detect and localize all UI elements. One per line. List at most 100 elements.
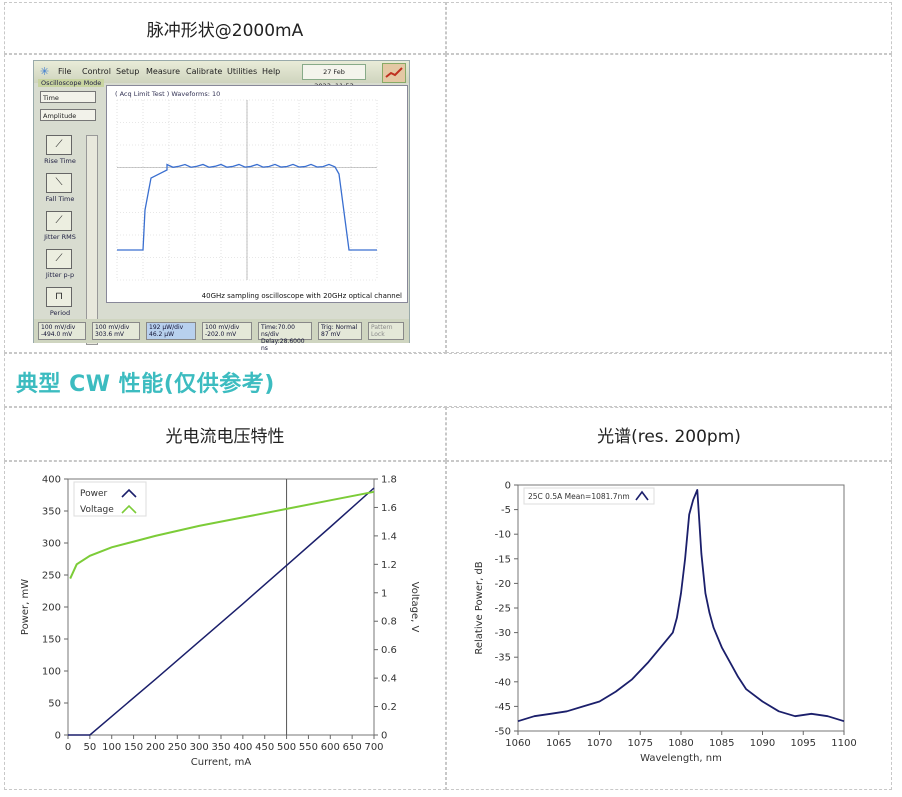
liv-y2-tick-label: 0.8 [381,617,397,628]
liv-legend-swatch [121,488,137,498]
liv-plot-frame [67,478,375,736]
liv-x-tick-label: 650 [343,742,362,753]
spectrum-y-axis-label: Relative Power, dB [474,561,485,654]
amplitude-select[interactable]: Amplitude [40,109,96,121]
rise-edge-icon: ⟋ [55,139,63,150]
spectrum-x-tick-label: 1090 [750,738,775,749]
channel3-status[interactable]: 192 µW/div 46.2 µW [146,322,196,340]
osc-mode-label: Oscilloscope Mode [38,79,105,87]
channel2-status[interactable]: 100 mV/div 303.6 mV [92,322,140,340]
fall-time-button[interactable]: ⟍ [46,173,72,193]
spectrum-x-tick-label: 1095 [791,738,816,749]
liv-x-tick-label: 500 [277,742,296,753]
spectrum-y-tick-label: 0 [505,481,511,492]
jitter-rms-button[interactable]: ⟋ [46,211,72,231]
spectrum-y-tick-label: -40 [495,677,511,688]
menu-setup[interactable]: Setup [116,67,140,76]
menu-utilities[interactable]: Utilities [227,67,258,76]
liv-y-tick-label: 400 [42,475,61,486]
osc-menubar: ✳ File Control Setup Measure Calibrate U… [34,61,409,90]
liv-x-tick-label: 150 [124,742,143,753]
osc-waveform-plot: ( Acq Limit Test ) Waveforms: 10 40GHz s… [115,90,402,300]
spectrum-title: 光谱(res. 200pm) [597,426,741,447]
liv-y2-tick-label: 1.8 [381,475,397,486]
jitter-pp-icon: ⟋ [55,253,63,264]
period-icon: ⊓ [55,291,63,302]
osc-sidebar: Time Amplitude ⟋ Rise Time ⟍ Fall Time ⟋… [38,91,98,345]
spectrum-y-tick-label: -5 [501,505,511,516]
menu-calibrate[interactable]: Calibrate [186,67,223,76]
section-cell [4,353,892,407]
spectrum-x-axis-label: Wavelength, nm [640,753,722,764]
trigger-status[interactable]: Trig: Normal 87 mV [318,322,362,340]
liv-y2-tick-label: 1.2 [381,560,397,571]
period-button[interactable]: ⊓ [46,287,72,307]
spectrum-legend-swatch [635,490,649,501]
liv-legend-swatch [121,504,137,514]
spectrum-x-tick-label: 1060 [505,738,530,749]
liv-title: 光电流电压特性 [165,426,285,447]
liv-chart-cell [4,461,446,790]
fall-time-label: Fall Time [45,195,75,203]
menu-help[interactable]: Help [262,67,281,76]
spectrum-series-line [517,489,845,723]
timebase-status[interactable]: Time:70.00 ns/div Delay:28.6000 ns [258,322,312,352]
osc-scrollbar[interactable] [86,135,98,345]
spectrum-x-tick-label: 1065 [546,738,571,749]
osc-date-time: 27 Feb 2023 11:53 [302,64,366,90]
pulse-title: 脉冲形状@2000mA [146,20,304,41]
liv-y2-axis-label: Voltage, V [409,582,420,633]
menu-control[interactable]: Control [82,67,111,76]
spectrum-y-tick-label: -35 [495,653,511,664]
liv-x-tick-label: 250 [168,742,187,753]
spectrum-y-tick-label: -10 [495,530,511,541]
rise-time-button[interactable]: ⟋ [46,135,72,155]
spectrum-y-tick-label: -20 [495,579,511,590]
spectrum-x-tick-label: 1075 [628,738,653,749]
jitter-pp-button[interactable]: ⟋ [46,249,72,269]
liv-legend-label: Voltage [80,505,114,515]
rise-time-label: Rise Time [44,157,76,165]
liv-y-tick-label: 150 [42,635,61,646]
spectrum-legend-box [523,487,655,505]
liv-title-cell: 光电流电压特性 [4,407,446,461]
liv-x-tick-label: 200 [146,742,165,753]
liv-y2-tick-label: 0.4 [381,674,397,685]
spectrum-y-tick-label: -30 [495,628,511,639]
spectrum-chart-cell [446,461,892,790]
osc-statusbar: 100 mV/div -494.0 mV 100 mV/div 303.6 mV 1… [34,319,409,352]
liv-y2-tick-label: 0 [381,731,387,742]
jitter-icon: ⟋ [55,215,63,226]
spectrum-x-tick-label: 1085 [709,738,734,749]
liv-legend-label: Power [80,489,108,499]
liv-x-tick-label: 400 [233,742,252,753]
spectrum-chart: 1060 1065 1070 1075 1080 1085 1090 1095 1100 0 -5 -… [474,481,857,765]
scope-logo-icon[interactable] [382,63,406,83]
liv-y2-tick-label: 1.4 [381,531,397,542]
spectrum-x-tick-label: 1070 [587,738,612,749]
spectrum-x-tick-label: 1080 [668,738,693,749]
liv-legend: Power Voltage [73,481,147,517]
pattern-lock-button[interactable]: Pattern Lock [368,322,404,340]
liv-x-tick-label: 350 [211,742,230,753]
spectrum-legend: 25C 0.5A Mean=1081.7nm [523,487,655,505]
liv-y-tick-label: 200 [42,603,61,614]
time-select[interactable]: Time [40,91,96,103]
liv-series-voltage [69,490,375,580]
fall-edge-icon: ⟍ [55,177,63,188]
liv-x-tick-label: 100 [102,742,121,753]
liv-series-power [68,487,375,736]
liv-x-tick-label: 50 [83,742,96,753]
menu-measure[interactable]: Measure [146,67,180,76]
liv-y-tick-label: 250 [42,571,61,582]
liv-x-tick-label: 450 [255,742,274,753]
menu-file[interactable]: File [58,67,72,76]
liv-y-tick-label: 300 [42,539,61,550]
spectrum-y-tick-label: -50 [495,727,511,738]
liv-y-tick-label: 50 [48,699,61,710]
pulse-title-cell: 脉冲形状@2000mA [4,2,446,54]
channel1-status[interactable]: 100 mV/div -494.0 mV [38,322,86,340]
osc-grid [116,99,378,281]
channel4-status[interactable]: 100 mV/div -202.0 mV [202,322,252,340]
liv-chart: 0 50 100 150 200 250 300 350 400 450 500 550 600 650 7… [20,475,420,769]
